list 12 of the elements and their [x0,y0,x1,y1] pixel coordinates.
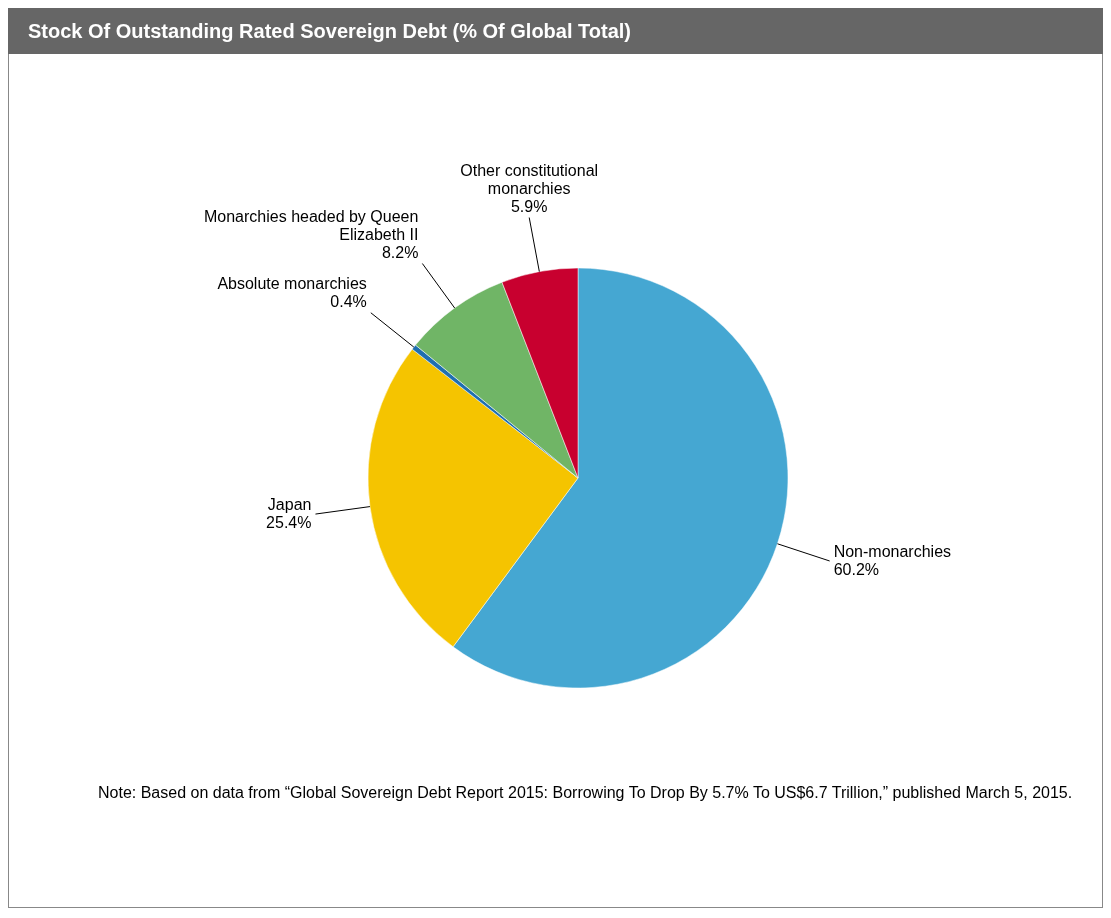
text: Note: Based on data from “Global Sovereign Debt Report 2015: Borrowing To Drop By 5.7% To US$6.7 Trillion,” published March 5, 2015. [98,784,1073,801]
data-label: 5.9% [510,197,548,215]
slice-label: Japan [267,496,312,514]
data-label: 25.4% [266,514,312,532]
slice-label: Monarchies headed by Queen Elizabeth II [204,207,419,243]
data-label: 0.4% [330,292,367,310]
slice-label: Absolute monarchies [217,274,367,292]
slice-label: Non-monarchies [833,543,952,560]
slice-label: Other constitutional monarchies [460,161,599,197]
chart-title: Stock Of Outstanding Rated Sovereign Debt (% Of Global Total) [28,20,631,42]
data-label: 8.2% [381,243,419,261]
data-label: 60.2% [833,561,880,578]
